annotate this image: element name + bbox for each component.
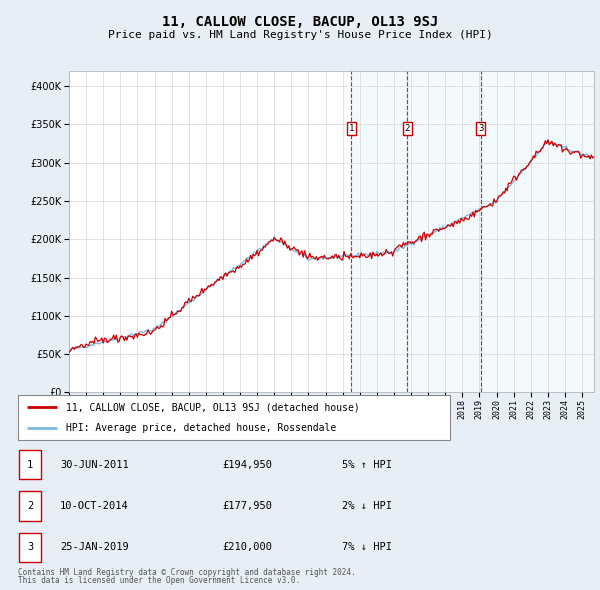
Text: 3: 3 [478,124,484,133]
Text: 5% ↑ HPI: 5% ↑ HPI [342,460,392,470]
Text: 2% ↓ HPI: 2% ↓ HPI [342,501,392,511]
FancyBboxPatch shape [18,395,450,440]
Text: £177,950: £177,950 [222,501,272,511]
Text: £194,950: £194,950 [222,460,272,470]
Text: 3: 3 [27,542,33,552]
Text: Contains HM Land Registry data © Crown copyright and database right 2024.: Contains HM Land Registry data © Crown c… [18,568,356,577]
FancyBboxPatch shape [19,450,41,479]
Text: 2: 2 [27,501,33,511]
Text: 11, CALLOW CLOSE, BACUP, OL13 9SJ: 11, CALLOW CLOSE, BACUP, OL13 9SJ [162,15,438,29]
Text: HPI: Average price, detached house, Rossendale: HPI: Average price, detached house, Ross… [65,422,336,432]
Text: 1: 1 [349,124,354,133]
FancyBboxPatch shape [19,533,41,562]
Text: 30-JUN-2011: 30-JUN-2011 [60,460,129,470]
FancyBboxPatch shape [19,491,41,520]
Bar [481,71,594,392]
Text: 10-OCT-2014: 10-OCT-2014 [60,501,129,511]
Text: 1: 1 [27,460,33,470]
Text: Price paid vs. HM Land Registry's House Price Index (HPI): Price paid vs. HM Land Registry's House … [107,30,493,40]
Text: 2: 2 [404,124,410,133]
Text: This data is licensed under the Open Government Licence v3.0.: This data is licensed under the Open Gov… [18,576,300,585]
Text: 11, CALLOW CLOSE, BACUP, OL13 9SJ (detached house): 11, CALLOW CLOSE, BACUP, OL13 9SJ (detac… [65,402,359,412]
Text: 25-JAN-2019: 25-JAN-2019 [60,542,129,552]
Text: 7% ↓ HPI: 7% ↓ HPI [342,542,392,552]
Text: £210,000: £210,000 [222,542,272,552]
Bar [351,71,407,392]
Bar [407,71,481,392]
